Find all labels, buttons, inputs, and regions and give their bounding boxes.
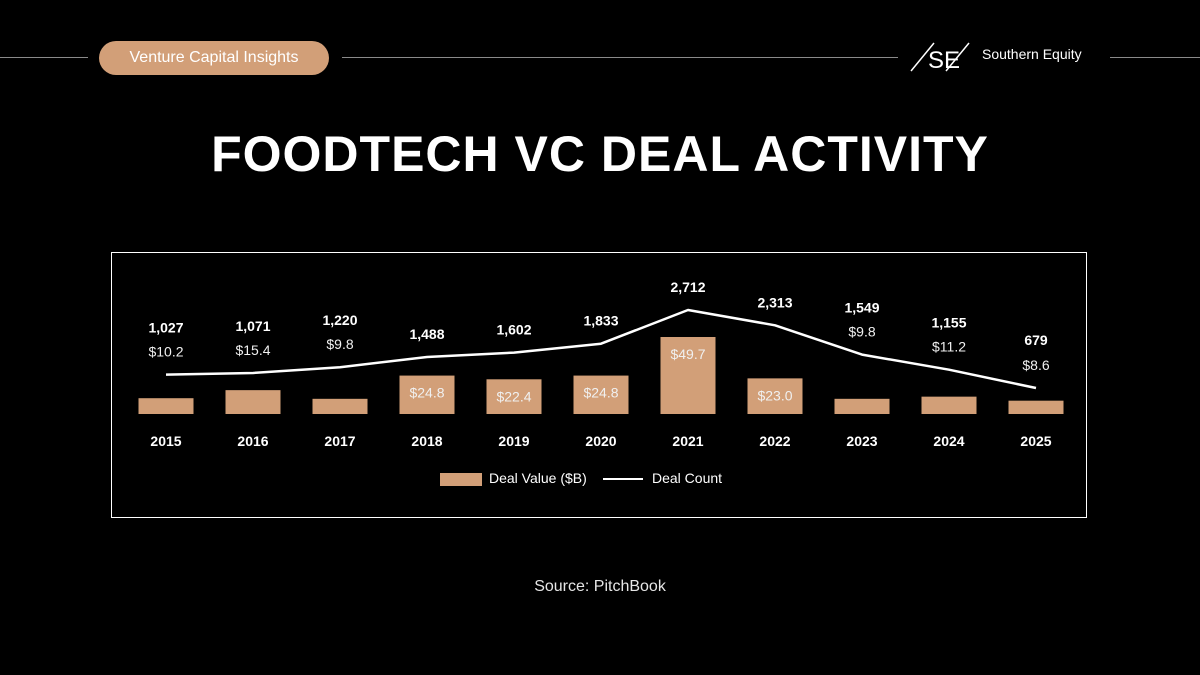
bar-2022 (747, 378, 803, 414)
x-tick-2025: 2025 (1020, 433, 1051, 449)
bar-label-2019: $22.4 (496, 388, 531, 404)
bar-label-2021: $49.7 (670, 346, 705, 362)
bar-2021 (660, 337, 716, 414)
count-label-2015: 1,027 (148, 320, 183, 336)
legend-swatch-deal-value (440, 473, 482, 486)
x-tick-2018: 2018 (411, 433, 442, 449)
count-label-2023: 1,549 (844, 300, 879, 316)
x-tick-2020: 2020 (585, 433, 616, 449)
source-note: Source: PitchBook (534, 578, 666, 595)
legend-label-deal-count: Deal Count (652, 470, 723, 486)
bar-2023 (834, 398, 890, 414)
count-label-2017: 1,220 (322, 312, 357, 328)
bar-label-2016: $15.4 (235, 342, 270, 358)
count-label-2020: 1,833 (583, 313, 618, 329)
bar-2017 (312, 398, 368, 414)
x-tick-2015: 2015 (150, 433, 181, 449)
category-badge: Venture Capital Insights (99, 41, 329, 75)
header-rule-right (1110, 57, 1200, 58)
count-label-2025: 679 (1024, 332, 1048, 348)
x-tick-2016: 2016 (237, 433, 268, 449)
x-tick-2024: 2024 (933, 433, 964, 449)
count-label-2022: 2,313 (757, 294, 792, 310)
count-label-2018: 1,488 (409, 326, 444, 342)
x-tick-2022: 2022 (759, 433, 790, 449)
bar-label-2024: $11.2 (932, 339, 966, 355)
x-tick-2019: 2019 (498, 433, 529, 449)
x-tick-2021: 2021 (672, 433, 703, 449)
bar-2016 (225, 390, 281, 414)
header-rule-left (0, 57, 88, 58)
bar-label-2018: $24.8 (409, 385, 444, 401)
bar-2024 (921, 396, 977, 414)
bar-label-2020: $24.8 (583, 385, 618, 401)
legend-swatch-deal-count (603, 478, 643, 480)
x-tick-2023: 2023 (846, 433, 877, 449)
bar-2020 (573, 375, 629, 414)
bar-label-2023: $9.8 (848, 324, 875, 340)
page-title: FOODTECH VC DEAL ACTIVITY (211, 126, 989, 182)
chart-frame (111, 252, 1087, 518)
bar-label-2025: $8.6 (1022, 357, 1049, 373)
deal-count-line (165, 308, 1037, 390)
x-tick-2017: 2017 (324, 433, 355, 449)
bar-label-2022: $23.0 (757, 387, 792, 403)
bar-2025 (1008, 400, 1064, 414)
legend-label-deal-value: Deal Value ($B) (489, 470, 587, 486)
bar-2019 (486, 379, 542, 414)
header-rule-middle (342, 57, 898, 58)
brand-logo-icon: SE (910, 42, 970, 74)
bar-label-2017: $9.8 (326, 336, 353, 352)
bar-label-2015: $10.2 (148, 344, 183, 360)
count-label-2021: 2,712 (670, 279, 705, 295)
bar-2015 (138, 398, 194, 414)
count-label-2019: 1,602 (496, 322, 531, 338)
brand-name: Southern Equity (982, 46, 1082, 62)
bar-2018 (399, 375, 455, 414)
count-label-2016: 1,071 (235, 318, 270, 334)
count-label-2024: 1,155 (931, 315, 966, 331)
